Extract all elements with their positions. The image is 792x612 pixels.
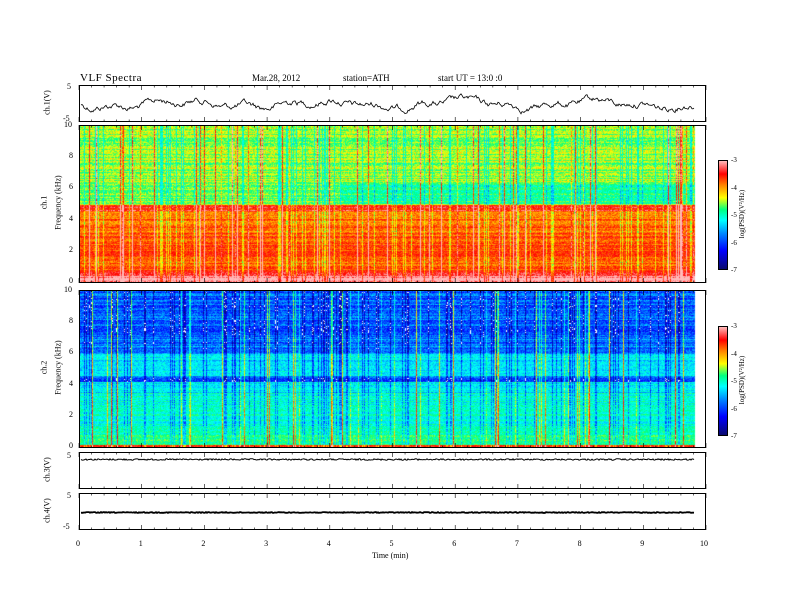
x-tick-label: 4 bbox=[326, 539, 331, 548]
ch4-wave-tick-bottom: -5 bbox=[63, 522, 70, 531]
colorbar-tick-label: -3 bbox=[731, 156, 737, 164]
ch3-waveform-line bbox=[80, 458, 695, 461]
ch4-waveform-line bbox=[80, 510, 695, 515]
freq-tick-label: 10 bbox=[64, 120, 72, 129]
start-ut-label: start UT = 13:0 :0 bbox=[438, 73, 503, 83]
ch1-waveform-line bbox=[80, 93, 695, 115]
x-tick-label: 1 bbox=[138, 539, 143, 548]
colorbar-ch2 bbox=[718, 326, 728, 436]
x-tick-label: 3 bbox=[264, 539, 269, 548]
freq-tick-label: 4 bbox=[69, 378, 73, 388]
freq-tick-label: 6 bbox=[69, 347, 73, 357]
ch3-wave-tick-top: 5 bbox=[67, 451, 71, 460]
station-label: station=ATH bbox=[343, 73, 390, 83]
ch1-waveform-svg bbox=[80, 93, 695, 115]
colorbar-tick-label: -5 bbox=[731, 377, 737, 385]
colorbar-tick-label: -6 bbox=[731, 238, 737, 247]
x-tick-label: 0 bbox=[76, 539, 80, 548]
ch1-spectrogram-panel bbox=[79, 125, 706, 283]
ch2-spectrogram-canvas bbox=[80, 291, 705, 447]
x-tick-label: 8 bbox=[577, 539, 582, 548]
freq-tick-label: 10 bbox=[64, 285, 72, 294]
freq-tick-label: 8 bbox=[69, 151, 73, 161]
x-tick-label: 2 bbox=[201, 539, 206, 548]
x-tick-label: 9 bbox=[640, 539, 645, 548]
x-tick-label: 10 bbox=[700, 539, 708, 548]
freq-tick-label: 0 bbox=[69, 441, 73, 450]
ch2-spectrogram-panel bbox=[79, 290, 706, 448]
colorbar-tick-label: -4 bbox=[731, 349, 737, 358]
ch4-waveform-svg bbox=[80, 510, 695, 515]
freq-tick-label: 2 bbox=[69, 409, 73, 419]
x-axis-label: Time (min) bbox=[372, 551, 409, 560]
colorbar-tick-label: -6 bbox=[731, 404, 737, 413]
colorbar-tick-label: -7 bbox=[731, 432, 737, 440]
colorbar-tick-label: -5 bbox=[731, 211, 737, 219]
colorbar-ch1 bbox=[718, 160, 728, 270]
x-tick-label: 6 bbox=[452, 539, 457, 548]
colorbar-tick-label: -4 bbox=[731, 183, 737, 192]
freq-tick-label: 0 bbox=[69, 276, 73, 285]
ch1-wave-tick-bottom: -5 bbox=[63, 114, 70, 123]
chart-title: VLF Spectra bbox=[80, 72, 143, 84]
colorbar-tick-label: -7 bbox=[731, 266, 737, 274]
x-tick-label: 7 bbox=[514, 539, 519, 548]
ch1-spectrogram-canvas bbox=[80, 126, 705, 282]
colorbar-tick-label: -3 bbox=[731, 322, 737, 330]
date-label: Mar.28, 2012 bbox=[252, 73, 301, 83]
freq-tick-label: 4 bbox=[69, 213, 73, 223]
ch4-wave-tick-top: 5 bbox=[67, 491, 71, 500]
freq-tick-label: 6 bbox=[69, 182, 73, 192]
x-tick-label: 5 bbox=[389, 539, 394, 548]
freq-tick-label: 2 bbox=[69, 244, 73, 254]
ch3-waveform-svg bbox=[80, 458, 695, 461]
ch1-wave-tick-top: 5 bbox=[67, 82, 71, 91]
freq-tick-label: 8 bbox=[69, 316, 73, 326]
